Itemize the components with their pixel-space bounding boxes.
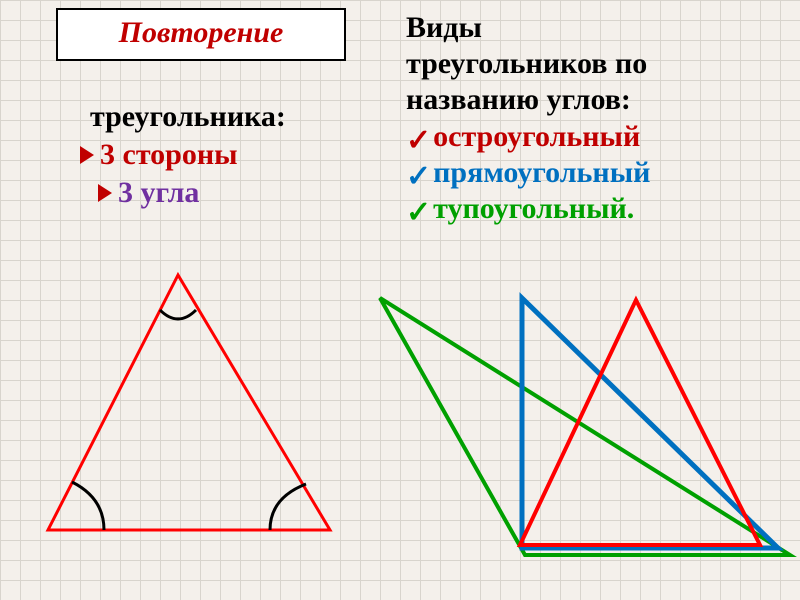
right-column: Виды треугольников по названию углов: ✓ … xyxy=(406,10,786,226)
right-item-0-text: остроугольный xyxy=(433,120,640,154)
right-item-1: ✓ прямоугольный xyxy=(406,156,786,190)
left-column: треугольника: 3 стороны 3 угла xyxy=(80,100,400,210)
right-header-0: Виды xyxy=(406,10,786,46)
title-box: Повторение xyxy=(56,8,346,61)
blue-right-triangle xyxy=(522,298,778,548)
chevron-icon xyxy=(98,184,112,202)
right-item-2: ✓ тупоугольный. xyxy=(406,192,786,226)
left-item-1: 3 угла xyxy=(118,176,199,210)
right-item-1-text: прямоугольный xyxy=(433,156,650,190)
green-obtuse-triangle xyxy=(380,298,790,555)
right-item-0: ✓ остроугольный xyxy=(406,120,786,154)
left-bullet-0: 3 стороны xyxy=(80,138,400,172)
check-icon: ✓ xyxy=(406,162,431,192)
red-acute-triangle xyxy=(520,300,760,545)
left-bullet-1: 3 угла xyxy=(98,176,400,210)
right-item-2-text: тупоугольный. xyxy=(433,192,634,226)
right-header-2: названию углов: xyxy=(406,82,786,118)
right-header-1: треугольников по xyxy=(406,46,786,82)
check-icon: ✓ xyxy=(406,198,431,228)
title-text: Повторение xyxy=(68,16,334,49)
check-icon: ✓ xyxy=(406,126,431,156)
left-subheading: треугольника: xyxy=(90,100,400,134)
chevron-icon xyxy=(80,146,94,164)
left-item-0: 3 стороны xyxy=(100,138,238,172)
